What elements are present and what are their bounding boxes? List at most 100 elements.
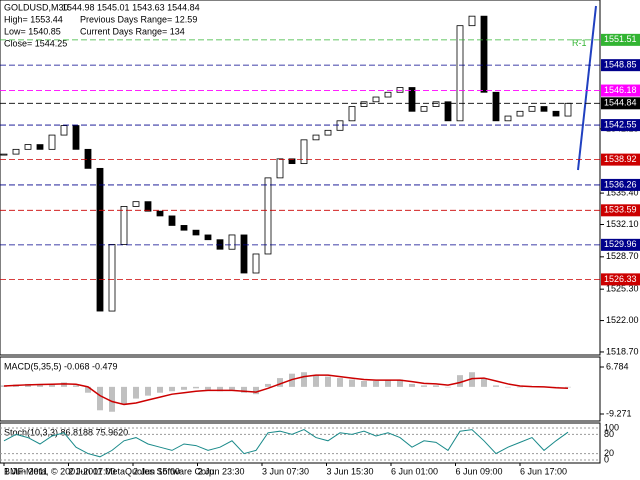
- level-box: [601, 178, 640, 191]
- candle: [468, 15, 476, 27]
- macd-bar: [253, 386, 259, 395]
- macd-bar: [421, 385, 427, 387]
- macd-bar: [157, 386, 163, 393]
- candle: [252, 253, 260, 274]
- candle: [48, 134, 56, 150]
- candle: [372, 96, 380, 103]
- candle: [492, 91, 500, 122]
- time-label: 6 Jun 01:00: [391, 466, 438, 476]
- candle: [444, 101, 452, 122]
- macd-bar: [217, 386, 223, 392]
- time-label: 2 Jun 23:30: [198, 466, 245, 476]
- candle: [36, 144, 44, 150]
- candle: [24, 144, 32, 150]
- candle: [96, 167, 104, 312]
- level-name: R-1: [572, 38, 587, 48]
- candle: [432, 101, 440, 107]
- candle: [324, 129, 332, 136]
- footer: BMF-Meta, © 2001-2011 MetaQuotes Softwar…: [4, 466, 217, 476]
- level-label: 1542.55: [604, 119, 637, 129]
- macd-bar: [169, 386, 175, 392]
- candle: [420, 106, 428, 112]
- candle: [84, 148, 92, 169]
- macd-bar: [349, 379, 355, 387]
- candle: [516, 110, 524, 117]
- level-box: [601, 238, 640, 251]
- macd-bar: [1, 385, 7, 387]
- macd-signal: [3, 374, 569, 406]
- candle: [264, 177, 272, 255]
- candle: [288, 158, 296, 165]
- stoch-tick-label: 80: [604, 429, 614, 439]
- candle: [456, 25, 464, 122]
- candle: [156, 210, 164, 217]
- candle: [180, 225, 188, 231]
- macd-bar: [373, 381, 379, 387]
- macd-bar: [457, 375, 463, 387]
- y-tick-label: 1528.70: [606, 251, 639, 261]
- macd-bar: [49, 383, 55, 387]
- stoch-tick-label: 100: [604, 422, 619, 432]
- level-box: [601, 204, 640, 217]
- macd-bar: [445, 386, 451, 388]
- projection-arrow: [577, 5, 597, 171]
- time-label: 1 Jun 2011: [4, 466, 48, 476]
- macd-bar: [37, 384, 43, 387]
- level-label: 1548.85: [604, 60, 637, 70]
- candle: [192, 229, 200, 236]
- macd-bar: [97, 386, 103, 411]
- ohlc: 1544.98 1545.01 1543.63 1544.84: [62, 2, 200, 12]
- candle: [552, 110, 560, 117]
- macd-bar: [337, 378, 343, 387]
- macd-bar: [145, 386, 151, 396]
- macd-bar: [565, 386, 571, 388]
- time-label: 6 Jun 17:00: [520, 466, 567, 476]
- macd-bar: [517, 386, 523, 388]
- candle: [564, 102, 572, 117]
- stoch-main: [3, 429, 569, 458]
- macd-bar: [313, 375, 319, 387]
- candle: [108, 244, 116, 312]
- level-label: 1526.33: [604, 274, 637, 284]
- time-label: 3 Jun 15:30: [327, 466, 374, 476]
- candle: [276, 158, 284, 179]
- macd-bar: [493, 385, 499, 387]
- time-label: 3 Jun 07:30: [262, 466, 309, 476]
- candle: [540, 106, 548, 112]
- y-tick-label: 1535.40: [606, 187, 639, 197]
- candle: [312, 134, 320, 141]
- macd-bar: [73, 385, 79, 387]
- macd-bar: [325, 376, 331, 387]
- level-box: [601, 59, 640, 72]
- macd-bar: [205, 386, 211, 390]
- candle: [168, 215, 176, 226]
- macd-bar: [133, 386, 139, 399]
- stoch-tick-label: 20: [604, 448, 614, 458]
- level-label: 1544.84: [604, 98, 637, 108]
- candle: [228, 234, 236, 250]
- macd-bar: [301, 372, 307, 387]
- candle: [72, 125, 80, 150]
- macd-bar: [481, 378, 487, 387]
- macd-bar: [181, 386, 187, 390]
- macd-bar: [121, 386, 127, 405]
- stoch-label: Stoch(10,3,3) 86.8188 75.9620: [4, 427, 128, 437]
- candle: [204, 234, 212, 241]
- macd-bar: [277, 378, 283, 387]
- y-tick-label: 1522.00: [606, 315, 639, 325]
- candle: [408, 87, 416, 112]
- macd-bar: [505, 386, 511, 388]
- candle: [60, 125, 68, 136]
- macd-bar: [433, 385, 439, 387]
- macd-bar: [385, 379, 391, 387]
- curr-range: Current Days Range= 134: [80, 26, 185, 36]
- close: Close= 1544.25: [4, 38, 67, 48]
- symbol: GOLDUSD,M30: [4, 2, 69, 12]
- macd-bar: [409, 383, 415, 387]
- time-label: 6 Jun 09:00: [456, 466, 503, 476]
- candle: [360, 101, 368, 107]
- macd-bar: [469, 372, 475, 387]
- macd-bar: [241, 386, 247, 393]
